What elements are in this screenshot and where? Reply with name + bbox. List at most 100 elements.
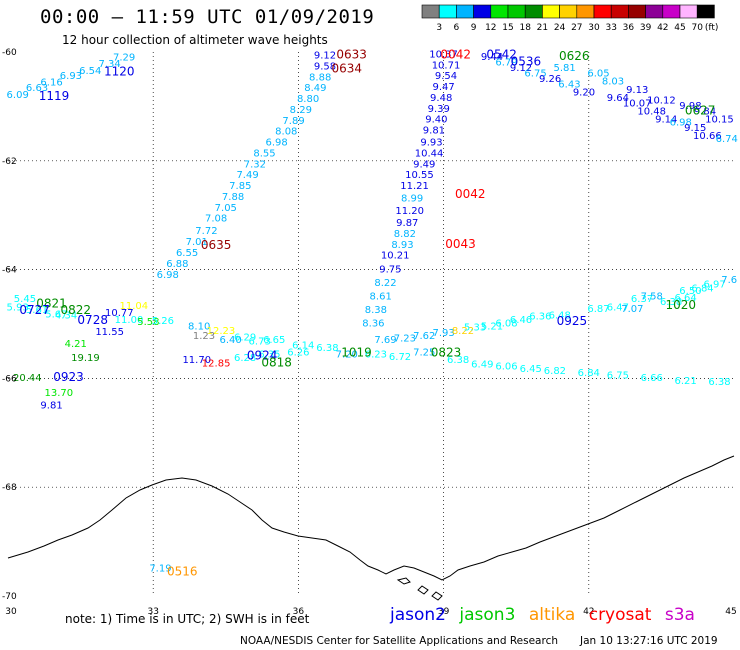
wave-height-label: 10.44 xyxy=(415,148,444,159)
pass-time-label: 0043 xyxy=(445,237,476,251)
wave-height-label: 7.07 xyxy=(621,304,643,315)
wave-height-label: 6.38 xyxy=(708,377,730,388)
legend-label: 39 xyxy=(640,23,652,33)
wave-height-label: 5.61 xyxy=(26,305,48,316)
wave-height-label: 6.38 xyxy=(660,297,682,308)
legend-label: 9 xyxy=(471,23,477,33)
wave-height-label: 8.22 xyxy=(452,326,474,337)
wave-height-label: 8.99 xyxy=(401,194,423,205)
wave-height-label: 6.35 xyxy=(258,350,280,361)
axis-tick-labels: 30 33 36 39 42 45 -60 -62 -64 -66 -68 -70 xyxy=(2,48,737,617)
pass-time-label: 1120 xyxy=(104,64,135,78)
lon-tick-label: 33 xyxy=(147,607,158,617)
pass-time-label: 0822 xyxy=(60,303,91,317)
wave-height-label: 6.46 xyxy=(510,315,532,326)
wave-height-label: 9.98 xyxy=(679,101,701,112)
wave-height-label: 9.13 xyxy=(626,85,648,96)
satellite-altika: altika xyxy=(528,605,576,625)
wave-height-label: 7.25 xyxy=(413,348,435,359)
wave-height-label: 6.79 xyxy=(495,58,517,69)
wave-height-label: 11.70 xyxy=(182,355,211,366)
wave-height-label: 6.75 xyxy=(607,370,629,381)
lat-tick-label: -64 xyxy=(2,266,17,276)
pass-time-label: 0626 xyxy=(559,49,590,63)
wave-height-label: 6.49 xyxy=(471,360,493,371)
wave-height-label: 9.26 xyxy=(539,74,561,85)
wave-height-label: 7.19 xyxy=(149,564,171,575)
wave-height-label: 20.44 xyxy=(13,373,42,384)
lon-tick-label: 42 xyxy=(583,607,594,617)
legend-label: 30 xyxy=(588,23,600,33)
antarctic-coastline xyxy=(7,455,735,581)
wave-height-label: 10.77 xyxy=(105,308,134,319)
wave-height-label: 6.98 xyxy=(157,270,179,281)
wave-height-label: 9.87 xyxy=(396,218,418,229)
wave-height-label: 5.21 xyxy=(481,321,503,332)
wave-height-label: 6.74 xyxy=(716,134,738,145)
wave-height-label: 6.50 xyxy=(679,286,701,297)
wave-height-label: 6.16 xyxy=(40,78,62,89)
wave-height-label: 6.21 xyxy=(674,376,696,387)
wave-height-label: 4.21 xyxy=(65,339,87,350)
wave-height-label: 6.14 xyxy=(292,340,314,351)
wave-height-label: 6.64 xyxy=(674,293,696,304)
wave-height-label: 6.97 xyxy=(704,280,726,291)
wave-height-label: 6.63 xyxy=(26,83,48,94)
wave-height-label: 8.22 xyxy=(374,278,396,289)
legend-label: 15 xyxy=(502,23,513,33)
wave-height-label: 7.69 xyxy=(374,335,396,346)
wave-height-label: 6.26 xyxy=(287,348,309,359)
wave-height-label: 7.05 xyxy=(215,203,237,214)
wave-height-label: 7.32 xyxy=(244,159,266,170)
lon-tick-label: 45 xyxy=(725,607,736,617)
lat-tick-label: -70 xyxy=(2,592,17,602)
wave-height-label: 8.61 xyxy=(370,292,392,303)
wave-height-label: 6.08 xyxy=(495,319,517,330)
credit-text: NOAA/NESDIS Center for Satellite Applica… xyxy=(240,635,558,647)
legend-swatch xyxy=(696,4,715,19)
wave-height-label: 8.80 xyxy=(297,94,319,105)
pass-time-label: 0728 xyxy=(77,313,108,327)
wave-height-label: 6.43 xyxy=(558,79,580,90)
legend-label: 42 xyxy=(657,23,668,33)
lat-tick-label: -60 xyxy=(2,48,17,58)
pass-time-label: 1020 xyxy=(665,298,696,312)
map-subtitle: 12 hour collection of altimeter wave hei… xyxy=(62,33,328,47)
wave-height-label: 5.33 xyxy=(464,323,486,334)
wave-height-label: 6.93 xyxy=(60,71,82,82)
legend-label: 45 xyxy=(674,23,685,33)
wave-height-label: 9.81 xyxy=(423,126,445,137)
wave-height-label: 9.15 xyxy=(684,123,706,134)
wave-height-label: 6.65 xyxy=(263,335,285,346)
legend-label: 27 xyxy=(571,23,582,33)
wave-height-label: 10.66 xyxy=(693,131,722,142)
wave-height-label: 8.49 xyxy=(304,83,326,94)
wave-height-label: 11.55 xyxy=(95,327,124,338)
wave-height-label: 5.58 xyxy=(137,317,159,328)
wave-height-label: 6.29 xyxy=(234,332,256,343)
wave-height-label: 8.55 xyxy=(253,148,275,159)
wave-height-label: 12.85 xyxy=(202,358,231,369)
wave-height-label: 9.49 xyxy=(413,159,435,170)
wave-height-label: 5.93 xyxy=(7,302,29,313)
pass-time-label: 0542 xyxy=(486,48,517,62)
wave-height-label: 9.12 xyxy=(510,63,532,74)
pass-time-label: 0823 xyxy=(431,346,462,360)
legend-label: 36 xyxy=(623,23,635,33)
wave-height-label: 7.49 xyxy=(236,170,258,181)
wave-height-label: 10.12 xyxy=(647,96,676,107)
satellite-legend: jason2 jason3 altika cryosat s3a xyxy=(390,605,703,625)
wave-height-label: 7.85 xyxy=(229,181,251,192)
wave-height-label: 7.88 xyxy=(222,192,244,203)
wave-height-label: 9.48 xyxy=(430,93,452,104)
wave-height-label: 10.55 xyxy=(405,170,434,181)
wave-height-label: 10.21 xyxy=(381,251,410,262)
lat-tick-label: -62 xyxy=(2,157,17,167)
legend-label: 18 xyxy=(519,23,531,33)
wave-height-label: 7.23 xyxy=(394,333,416,344)
coastline-islet xyxy=(396,577,443,601)
wave-height-label: 9.84 xyxy=(694,107,716,118)
wave-height-label: 7.34 xyxy=(99,59,121,70)
wave-height-label: 10.15 xyxy=(705,115,734,126)
lon-tick-label: 30 xyxy=(5,607,17,617)
